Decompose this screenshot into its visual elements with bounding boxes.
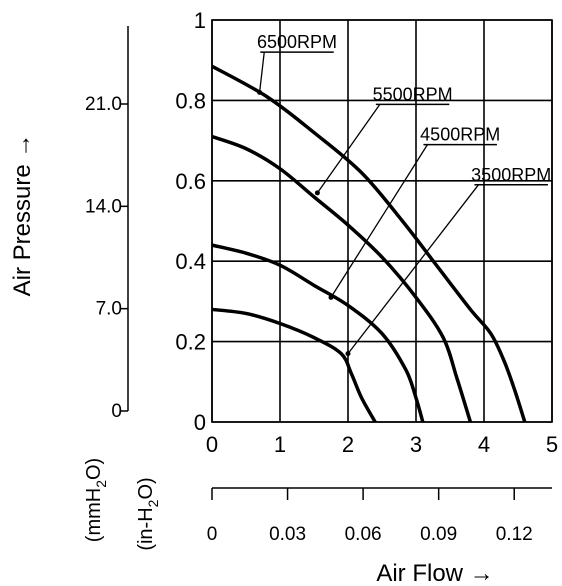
y-axis-title: Air Pressure → <box>9 134 36 297</box>
primary-y-unit-label: (in-H2O) <box>135 477 161 550</box>
x-tick-label: 4 <box>478 432 490 457</box>
y-tick-label: 0.2 <box>175 330 206 355</box>
annotation-label: 6500RPM <box>257 32 337 52</box>
y-tick-label: 1 <box>194 8 206 33</box>
y-tick-label: 0.4 <box>175 249 206 274</box>
secondary-y-tick-label: 21.0 <box>85 94 122 115</box>
annotation-leader-tip <box>328 294 334 300</box>
annotation-leader-tip <box>345 351 351 357</box>
y-tick-label: 0.8 <box>175 88 206 113</box>
secondary-x-tick-label: 0 <box>207 524 218 545</box>
annotation-leader-line <box>316 104 381 194</box>
secondary-y-unit-label: (mmH2O) <box>83 458 109 542</box>
annotation-leader-tip <box>314 190 320 196</box>
annotation-label: 3500RPM <box>471 165 551 185</box>
x-tick-label: 2 <box>342 432 354 457</box>
y-tick-label: 0.6 <box>175 169 206 194</box>
annotation-leader-line <box>258 52 265 93</box>
annotation-leader-tip <box>257 89 263 95</box>
x-tick-label: 5 <box>546 432 558 457</box>
secondary-x-tick-label: 0.06 <box>345 524 382 545</box>
annotation-label: 4500RPM <box>420 125 500 145</box>
series-line-6500rpm <box>211 64 527 423</box>
secondary-x-tick-label: 0.12 <box>496 524 533 545</box>
plot-area-border <box>211 19 553 423</box>
secondary-y-tick-label: 0 <box>111 401 122 422</box>
secondary-y-tick-label: 14.0 <box>85 196 122 217</box>
y-tick-label: 0 <box>194 410 206 435</box>
x-axis-title: Air Flow → <box>376 560 493 586</box>
annotation-label: 5500RPM <box>373 84 453 104</box>
series-line-5500rpm <box>211 134 473 423</box>
secondary-y-tick-label: 7.0 <box>96 299 122 320</box>
series-line-3500rpm <box>211 307 377 423</box>
x-tick-label: 1 <box>274 432 286 457</box>
secondary-x-tick-label: 0.09 <box>420 524 457 545</box>
annotation-leader-line <box>330 144 428 298</box>
secondary-x-tick-label: 0.03 <box>269 524 306 545</box>
series-line-4500rpm <box>211 243 425 423</box>
annotation-leader-line <box>347 184 479 355</box>
x-tick-label: 0 <box>206 432 218 457</box>
x-tick-label: 3 <box>410 432 422 457</box>
